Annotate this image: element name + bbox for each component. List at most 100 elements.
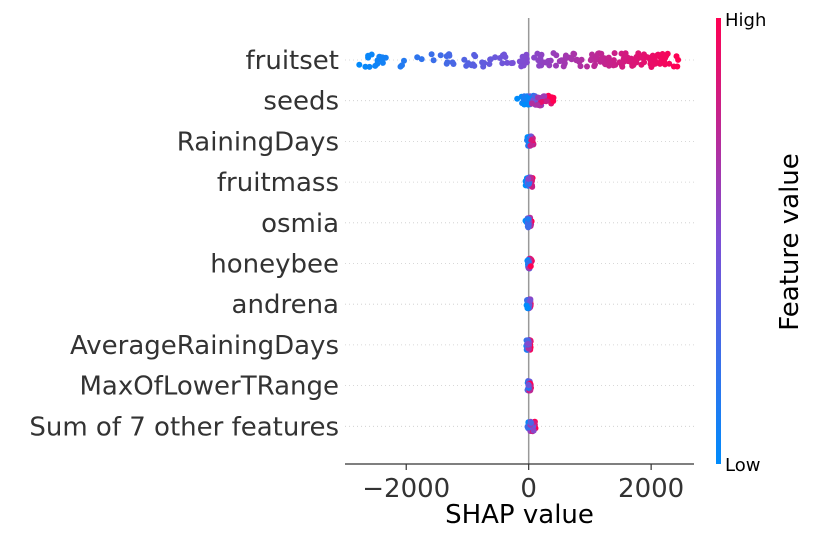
shap-point	[662, 61, 668, 68]
shap-point	[527, 142, 534, 149]
shap-point	[662, 55, 669, 61]
shap-point	[641, 59, 648, 66]
shap-point	[428, 51, 435, 58]
shap-point	[486, 61, 493, 67]
shap-point	[528, 137, 535, 144]
shap-point	[461, 56, 468, 63]
shap-point	[418, 56, 425, 63]
shap-point	[584, 63, 590, 70]
shap-point	[528, 100, 535, 107]
shap-point	[465, 60, 472, 67]
shap-point	[519, 53, 526, 60]
x-tick-label: 0	[520, 474, 537, 504]
feature-label: honeybee	[210, 250, 339, 280]
feature-label: RainingDays	[177, 127, 339, 157]
shap-point	[437, 52, 444, 59]
shap-point	[537, 55, 544, 61]
shap-point	[674, 63, 681, 70]
shap-point	[401, 57, 407, 64]
colorbar-gradient	[716, 18, 721, 464]
shap-point	[611, 50, 618, 57]
colorbar-high-label: High	[725, 10, 766, 31]
shap-point	[525, 340, 532, 347]
colorbar-low-label: Low	[725, 455, 760, 476]
shap-point	[492, 54, 499, 61]
feature-label: MaxOfLowerTRange	[79, 372, 339, 402]
shap-point	[630, 62, 637, 68]
shap-point	[378, 57, 385, 63]
colorbar-title: Feature value	[775, 153, 805, 331]
x-axis-title: SHAP value	[445, 500, 594, 530]
feature-label: AverageRainingDays	[70, 331, 339, 361]
shap-point	[446, 52, 453, 59]
shap-point	[644, 54, 651, 61]
feature-label: andrena	[232, 290, 339, 320]
shap-point	[560, 63, 567, 70]
shap-point	[520, 96, 527, 103]
shap-point	[571, 51, 578, 57]
shap-point	[632, 55, 639, 62]
shap-point	[508, 60, 515, 67]
x-tick-label: 2000	[618, 474, 684, 504]
shap-point	[562, 53, 569, 60]
shap-point	[504, 59, 511, 66]
shap-point	[577, 63, 584, 70]
feature-label: fruitset	[246, 46, 339, 76]
shap-point	[550, 94, 557, 101]
shap-point	[471, 51, 478, 58]
feature-label: Sum of 7 other features	[29, 412, 339, 442]
shap-point	[651, 56, 658, 63]
x-tick-label: −2000	[362, 474, 450, 504]
shap-point	[543, 98, 550, 105]
shap-point	[502, 54, 509, 60]
shap-point	[487, 56, 494, 63]
shap-point	[534, 101, 541, 108]
shap-point	[654, 52, 661, 59]
shap-point	[523, 302, 530, 309]
shap-point	[550, 50, 557, 57]
shap-point	[606, 60, 613, 66]
shap-point	[540, 93, 547, 100]
feature-label: seeds	[263, 87, 339, 117]
shap-point	[536, 62, 543, 69]
shap-point	[610, 57, 617, 64]
colorbar: High Low Feature value	[716, 10, 805, 476]
shap-point	[366, 63, 373, 70]
shap-point	[525, 175, 532, 182]
shap-point	[518, 63, 525, 70]
shap-point	[471, 62, 478, 69]
shap-point	[449, 59, 456, 66]
shap-point	[628, 57, 634, 64]
shap-point	[618, 62, 625, 69]
shap-point	[598, 56, 605, 63]
shap-point	[365, 54, 372, 61]
shap-point	[573, 57, 580, 64]
feature-label: fruitmass	[217, 168, 339, 198]
shap-point	[356, 61, 363, 68]
feature-label: osmia	[261, 209, 339, 239]
shap-point	[568, 56, 575, 63]
shap-point	[414, 54, 421, 61]
shap-point	[673, 53, 680, 60]
shap-point	[528, 419, 534, 426]
shap-point	[525, 216, 532, 223]
shap-point	[430, 57, 437, 64]
shap-point	[534, 50, 541, 57]
shap-point	[588, 55, 595, 62]
shap-point	[443, 60, 450, 67]
shap-point	[372, 62, 379, 69]
shap-point	[530, 427, 537, 434]
x-axis: −2000 0 2000	[345, 463, 694, 504]
shap-point	[553, 62, 559, 69]
shap-point	[499, 60, 506, 67]
shap-point	[592, 61, 598, 68]
feature-labels: fruitset seeds RainingDays fruitmass osmia ho…	[29, 46, 339, 442]
shap-point	[593, 53, 600, 60]
shap-point	[524, 223, 531, 230]
shap-point	[399, 62, 405, 69]
shap-point	[598, 50, 605, 57]
points-layer	[356, 50, 682, 435]
shap-point	[514, 95, 521, 102]
